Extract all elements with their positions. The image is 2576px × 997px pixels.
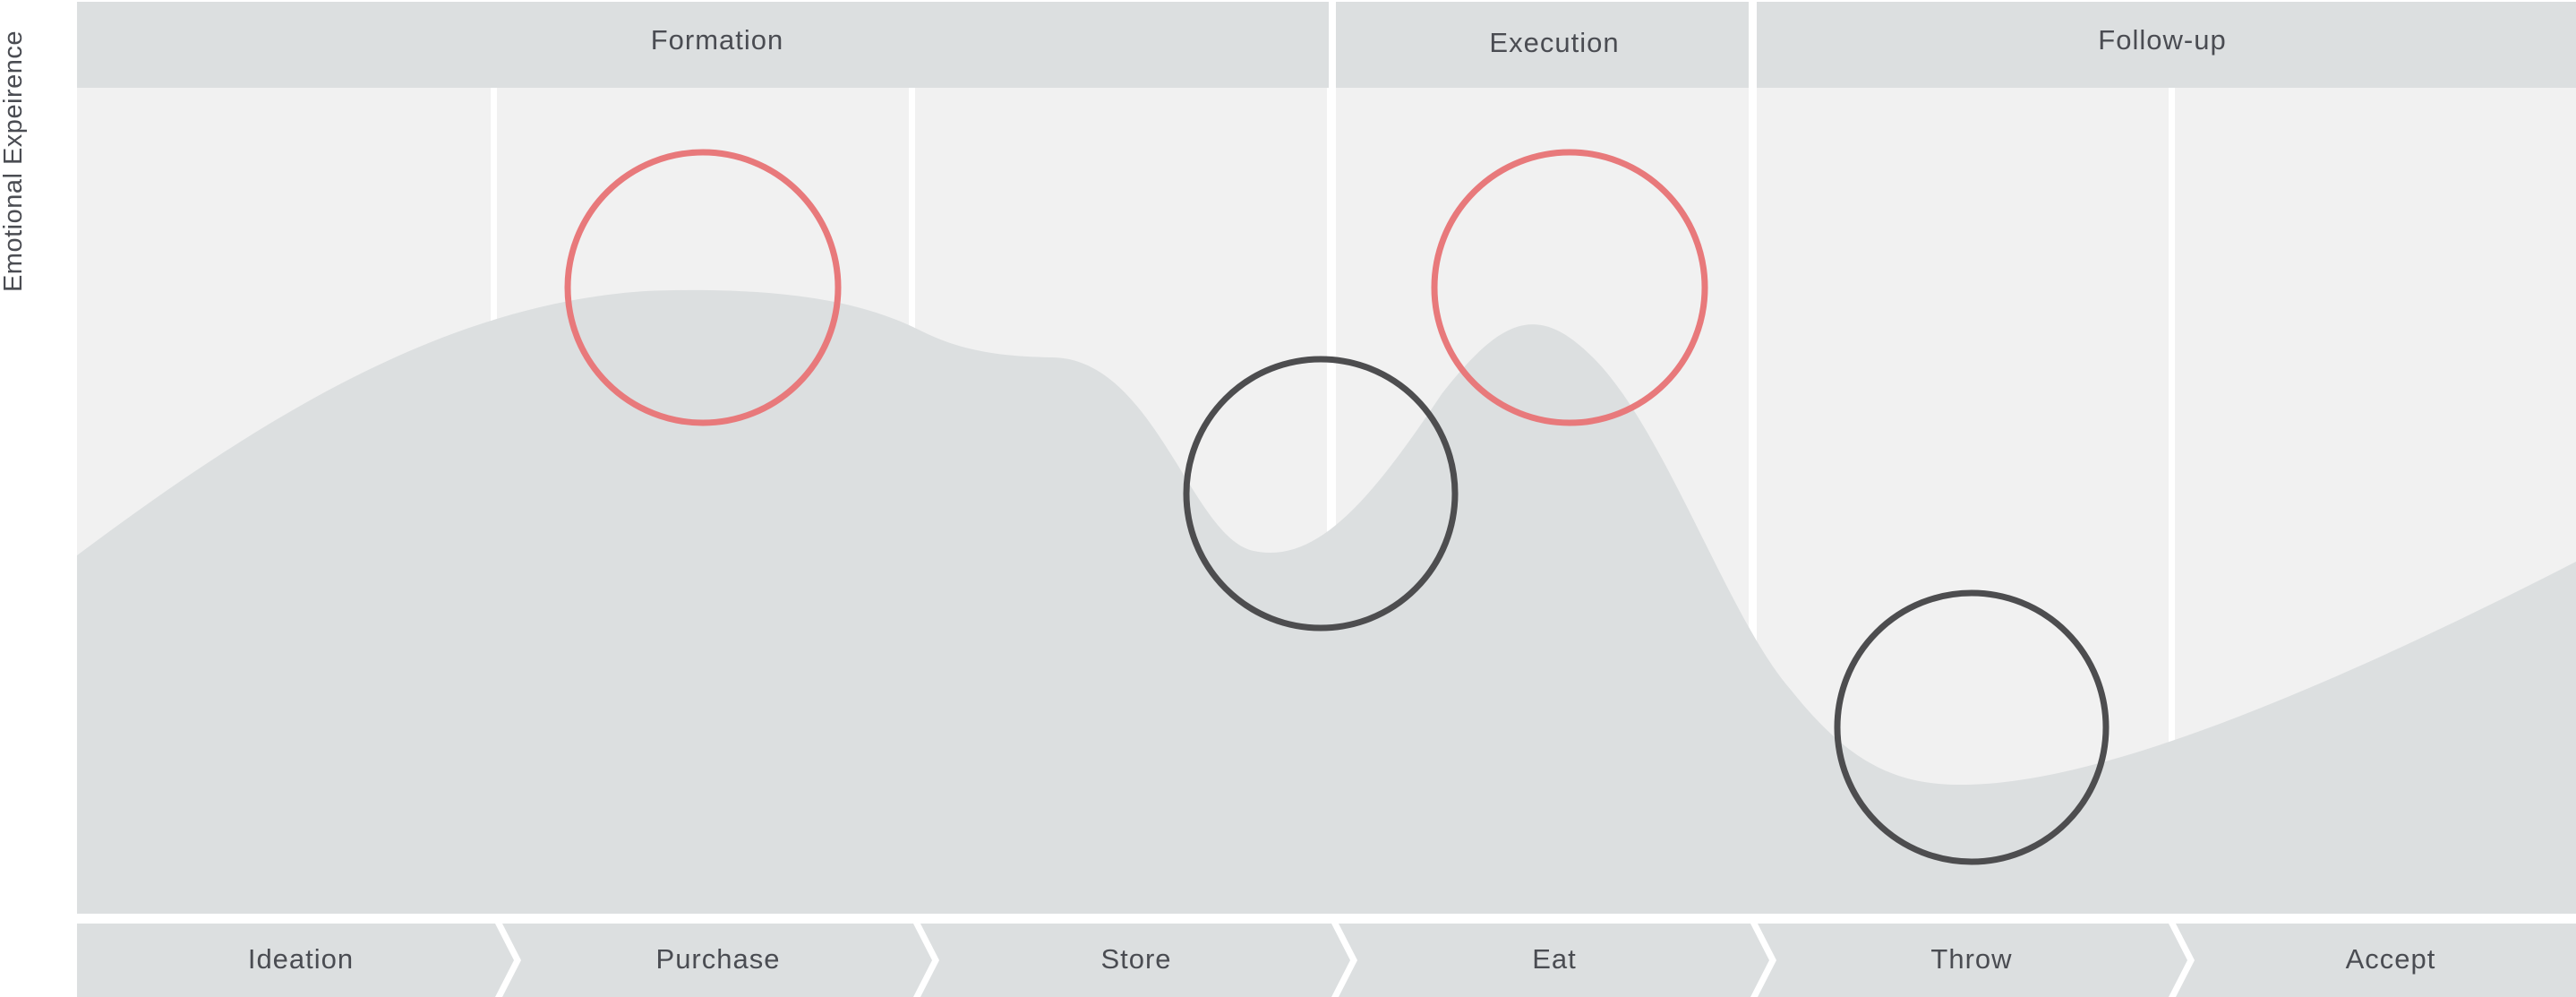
phase-execution-label: Execution [1489,27,1619,58]
pain-circle-throw [1834,589,2110,865]
emotion-curve-area [77,289,2576,914]
step-store-label: Store [1100,943,1171,975]
step-purchase-label: Purchase [656,943,781,975]
step-row: Ideation Purchase Store Eat Throw Accept [77,924,2576,997]
step-ideation-chevron [77,924,514,997]
step-purchase-chevron [502,924,932,997]
pain-circle-store-eat [1183,356,1459,632]
step-accept-chevron [2176,924,2576,997]
emotional-experience-axis-label: Emotional Expeirence [0,30,28,292]
step-eat-label: Eat [1532,943,1577,975]
step-throw-chevron [1758,924,2187,997]
phase-formation-band [77,2,1329,88]
step-eat-chevron [1339,924,1769,997]
step-throw-label: Throw [1930,943,2012,975]
step-store-chevron [920,924,1350,997]
highlight-circle-purchase [564,149,842,426]
phase-formation-label: Formation [651,24,784,56]
highlight-markers [564,149,2110,865]
phase-execution-band [1336,2,1749,88]
step-ideation-label: Ideation [248,943,354,975]
phase-header-row: Formation Execution Follow-up [77,2,2576,88]
phase-follow-up-band [1757,2,2576,88]
step-accept-label: Accept [2346,943,2436,975]
highlight-circle-eat [1431,149,1708,426]
phase-follow-up-label: Follow-up [2098,24,2226,56]
